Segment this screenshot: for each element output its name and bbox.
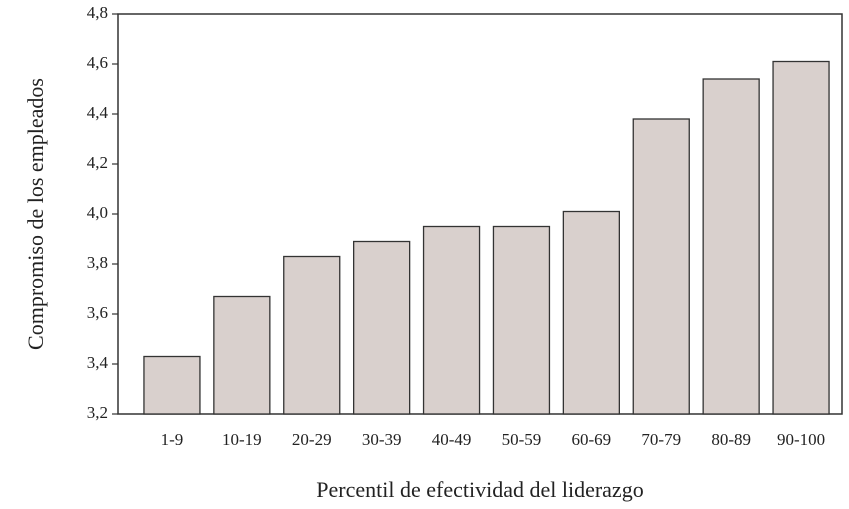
x-tick-label: 30-39 [362, 430, 402, 449]
x-tick-label: 1-9 [161, 430, 184, 449]
y-tick-label: 3,4 [87, 353, 109, 372]
x-tick-label: 20-29 [292, 430, 332, 449]
x-tick-label: 80-89 [711, 430, 751, 449]
x-axis-title: Percentil de efectividad del liderazgo [316, 477, 643, 502]
y-tick-label: 3,2 [87, 403, 108, 422]
x-tick-label: 60-69 [572, 430, 612, 449]
y-tick-label: 4,4 [87, 103, 109, 122]
x-tick-label: 90-100 [777, 430, 825, 449]
bar [143, 355, 201, 415]
y-tick-label: 4,8 [87, 3, 108, 22]
bar [352, 240, 411, 415]
y-tick-label: 3,6 [87, 303, 108, 322]
bar [772, 60, 830, 415]
x-tick-label: 10-19 [222, 430, 262, 449]
bar [283, 255, 341, 415]
x-tick-label: 40-49 [432, 430, 472, 449]
y-tick-label: 4,0 [87, 203, 108, 222]
x-tick-label: 50-59 [502, 430, 542, 449]
y-tick-label: 4,6 [87, 53, 108, 72]
bar [422, 225, 481, 415]
bar [213, 295, 271, 415]
bar [492, 225, 551, 415]
bar [702, 78, 760, 415]
bar [632, 118, 690, 415]
bar [562, 210, 620, 415]
y-tick-label: 3,8 [87, 253, 108, 272]
y-axis-title: Compromiso de los empleados [23, 78, 48, 350]
y-tick-label: 4,2 [87, 153, 108, 172]
x-tick-label: 70-79 [641, 430, 681, 449]
